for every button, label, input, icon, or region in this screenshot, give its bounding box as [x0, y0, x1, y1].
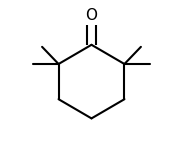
Text: O: O — [85, 8, 98, 24]
